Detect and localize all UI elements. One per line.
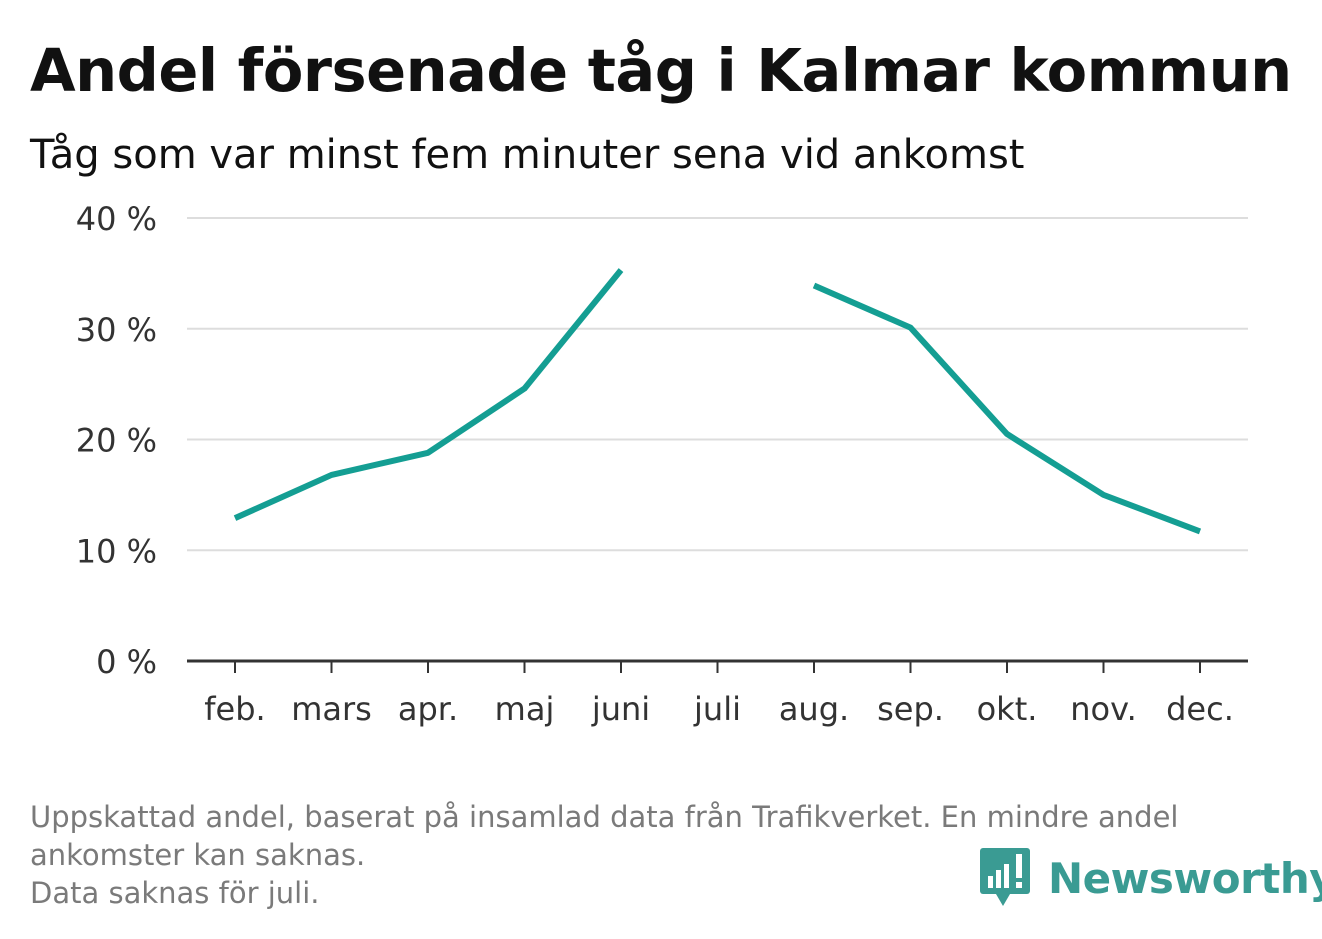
x-tick-label: aug.	[779, 690, 849, 728]
footnote-line: ankomster kan saknas.	[30, 838, 366, 872]
y-tick-label: 20 %	[76, 422, 157, 460]
footnote-line: Uppskattad andel, baserat på insamlad da…	[30, 800, 1179, 834]
series-line	[812, 282, 1202, 535]
grid-lines	[187, 217, 1248, 552]
x-tick-label: nov.	[1070, 690, 1136, 728]
x-tick-label: sep.	[877, 690, 944, 728]
x-tick-label: okt.	[977, 690, 1038, 728]
x-tick-label: apr.	[398, 690, 458, 728]
y-tick-label: 0 %	[96, 643, 157, 681]
x-axis: feb. mars apr. maj juni juli aug. sep. okt. nov. d…	[187, 659, 1248, 728]
footnote-line: Data saknas för juli.	[30, 876, 320, 910]
x-tick-label: dec.	[1166, 690, 1234, 728]
newsworthy-logo: Newsworthy	[980, 848, 1322, 908]
footnote: Uppskattad andel, baserat på insamlad da…	[30, 798, 1290, 912]
chart-title: Andel försenade tåg i Kalmar kommun	[30, 36, 1292, 105]
x-tick-label: feb.	[204, 690, 265, 728]
y-tick-label: 40 %	[76, 200, 157, 238]
y-axis-labels: 0 % 10 % 20 % 30 % 40 %	[76, 200, 157, 681]
y-tick-label: 10 %	[76, 532, 157, 570]
brand-name: Newsworthy	[1048, 853, 1322, 903]
y-tick-label: 30 %	[76, 311, 157, 349]
chart-subtitle: Tåg som var minst fem minuter sena vid a…	[30, 132, 1025, 178]
x-tick-label: juli	[693, 690, 741, 728]
series-line	[233, 268, 624, 521]
x-tick-label: juni	[591, 690, 650, 728]
series-lines	[233, 268, 1202, 535]
x-tick-label: mars	[291, 690, 372, 728]
x-tick-label: maj	[495, 690, 555, 728]
bar-chart-speech-icon	[980, 848, 1030, 906]
